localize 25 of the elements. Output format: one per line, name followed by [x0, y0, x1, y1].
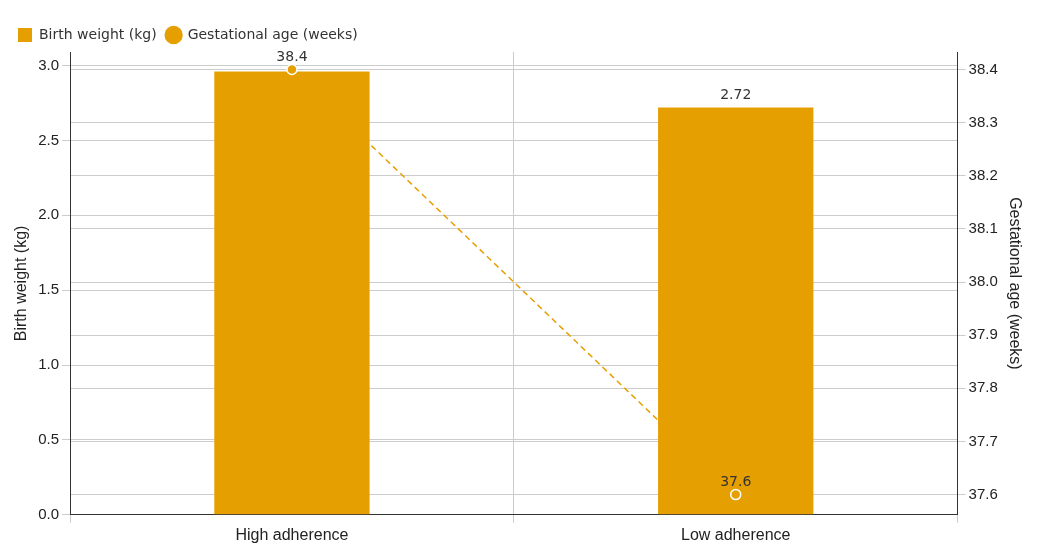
y2-tick-label: 37.8: [968, 378, 998, 396]
x-tick-label: High adherence: [235, 525, 349, 543]
y2-tick-label: 38.4: [968, 59, 998, 77]
y-tick-label: 0.0: [38, 504, 60, 522]
data-label: 2.72: [720, 86, 752, 103]
data-label: 37.6: [720, 473, 752, 490]
y2-tick-label: 37.7: [968, 431, 998, 449]
y-tick-label: 3.0: [38, 55, 60, 73]
y-axis-title: Birth weight (kg): [12, 225, 30, 342]
y2-axis-title: Gestational age (weeks): [1006, 197, 1024, 370]
data-label: 38.4: [276, 48, 308, 65]
y2-tick-label: 37.9: [968, 325, 998, 343]
y-tick-label: 0.5: [38, 430, 60, 448]
x-tick-label: Low adherence: [681, 525, 791, 543]
y2-tick-label: 38.0: [968, 272, 998, 290]
y-tick-label: 2.5: [38, 130, 60, 148]
y2-tick-label: 38.3: [968, 112, 998, 130]
y-tick-label: 2.0: [38, 205, 60, 223]
y-tick-label: 1.0: [38, 355, 60, 373]
legend-label: Gestational age (weeks): [187, 25, 358, 42]
y2-tick-label: 38.1: [968, 219, 998, 237]
legend-label: Birth weight (kg): [39, 25, 157, 42]
y2-tick-label: 37.6: [968, 484, 998, 502]
y2-tick-label: 38.2: [968, 165, 998, 183]
y-tick-label: 1.5: [38, 280, 60, 298]
